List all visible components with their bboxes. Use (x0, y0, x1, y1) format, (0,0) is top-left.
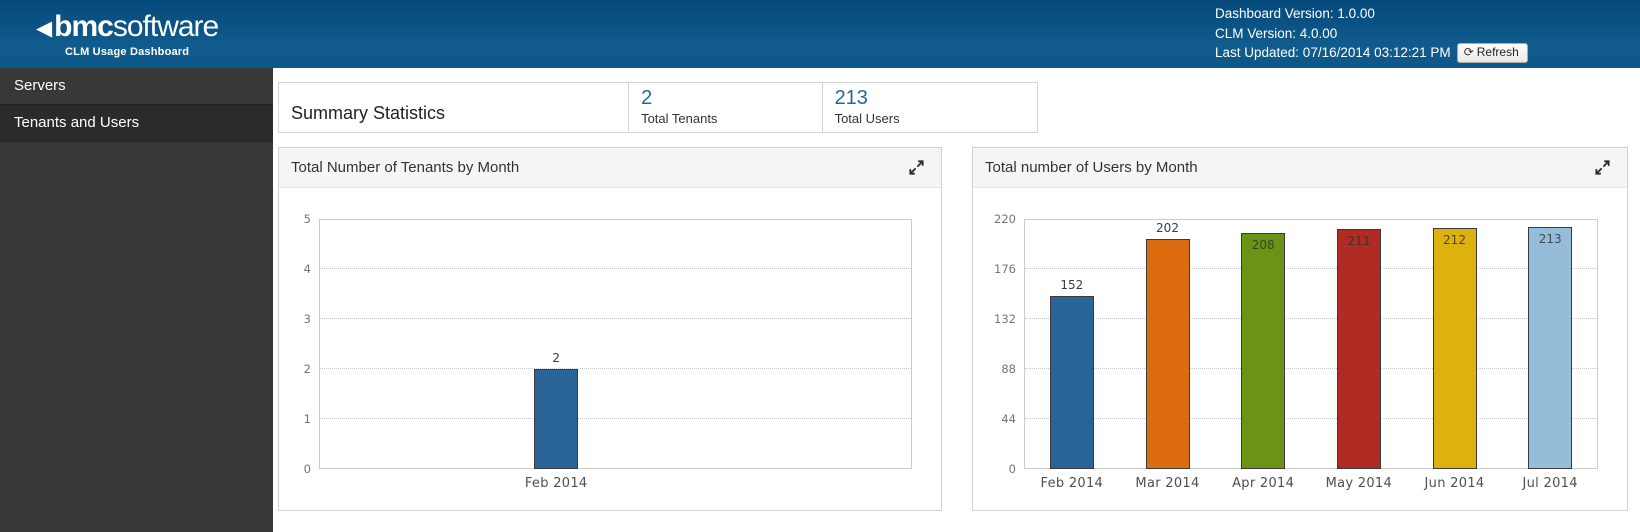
chart-bar[interactable] (1049, 296, 1094, 469)
y-axis-tick-label: 0 (1008, 462, 1016, 476)
last-updated-row: Last Updated: 07/16/2014 03:12:21 PM ⟳ Ref… (1215, 43, 1528, 63)
refresh-button[interactable]: ⟳ Refresh (1456, 43, 1528, 63)
total-tenants-stat: 2 Total Tenants (628, 83, 822, 132)
bar-value-label: 152 (1060, 278, 1084, 293)
total-tenants-label: Total Tenants (641, 111, 718, 126)
bar-value-label: 213 (1538, 231, 1562, 246)
users-chart-plot: 0 44 88 132 176 220 152 Feb 2014 202 Mar 2014 208 A… (973, 148, 1627, 510)
y-axis-tick-label: 132 (994, 312, 1016, 326)
tenants-chart-title: Total Number of Tenants by Month (291, 159, 520, 176)
total-tenants-value: 2 (641, 87, 653, 109)
x-axis-tick-label: Jul 2014 (1522, 476, 1578, 491)
bar-value-label: 211 (1347, 234, 1371, 249)
x-axis-tick-label: May 2014 (1325, 476, 1393, 491)
bar-value-label: 202 (1156, 221, 1179, 236)
users-by-month-chart-panel: 0 44 88 132 176 220 152 Feb 2014 202 Mar 2014 208 A… (972, 147, 1628, 511)
clm-version-text: CLM Version: 4.0.00 (1215, 25, 1338, 41)
tenants-chart-plot: 0 1 2 3 4 5 2 Feb 2014 (279, 148, 941, 510)
bmc-chevron-icon: ◀ (36, 16, 53, 40)
bar-value-label: 208 (1251, 237, 1275, 252)
gridline (320, 268, 911, 269)
gridline (1025, 318, 1597, 319)
y-axis-tick-label: 44 (1001, 412, 1016, 426)
chart-bar[interactable] (1241, 232, 1286, 469)
sidebar-item-tenants-and-users[interactable]: Tenants and Users (0, 105, 273, 142)
gridline (1025, 418, 1597, 419)
app-subtitle: CLM Usage Dashboard (65, 46, 190, 58)
top-header-bar: ◀ bmc software CLM Usage Dashboard Dashb… (0, 0, 1640, 68)
tenants-chart-header: Total Number of Tenants by Month (279, 148, 941, 188)
y-axis-tick-label: 2 (303, 362, 311, 376)
chart-bar[interactable] (534, 369, 579, 469)
gridline (320, 318, 911, 319)
dashboard-version-text: Dashboard Version: 1.0.00 (1215, 6, 1375, 21)
total-users-stat: 213 Total Users (821, 83, 1037, 132)
y-axis-tick-label: 220 (994, 212, 1016, 226)
plot-area-frame (1024, 219, 1598, 469)
refresh-button-label: Refresh (1476, 45, 1519, 59)
sidebar-item-servers[interactable]: Servers (0, 68, 273, 105)
x-axis-tick-label: Feb 2014 (1040, 476, 1104, 491)
last-updated-text: Last Updated: 07/16/2014 03:12:21 PM (1215, 45, 1451, 60)
y-axis-tick-label: 4 (303, 262, 311, 276)
chart-bar[interactable] (1528, 226, 1573, 469)
y-axis-tick-label: 1 (303, 412, 311, 426)
summary-statistics-panel: Summary Statistics 2 Total Tenants 213 T… (278, 82, 1038, 133)
y-axis-tick-label: 3 (303, 312, 311, 326)
chart-bar[interactable] (1432, 228, 1477, 469)
x-axis-tick-label: Mar 2014 (1135, 476, 1200, 491)
sidebar-nav: Servers Tenants and Users (0, 68, 273, 532)
expand-icon[interactable] (1594, 159, 1611, 176)
plot-area-frame (319, 219, 912, 469)
summary-title: Summary Statistics (291, 103, 446, 123)
y-axis-tick-label: 5 (303, 212, 311, 226)
x-axis-tick-label: Apr 2014 (1232, 476, 1295, 491)
bar-value-label: 212 (1443, 233, 1466, 248)
logo-text-bmc: bmc (54, 10, 114, 43)
bmc-logo: ◀ bmc software CLM Usage Dashboard (36, 10, 219, 58)
chart-bar[interactable] (1336, 229, 1381, 469)
gridline (1025, 268, 1597, 269)
y-axis-tick-label: 176 (994, 262, 1016, 276)
users-chart-title: Total number of Users by Month (985, 159, 1198, 176)
x-axis-tick-label: Jun 2014 (1424, 476, 1485, 491)
version-info-block: Dashboard Version: 1.0.00 CLM Version: 4… (1215, 4, 1528, 63)
gridline (320, 418, 911, 419)
x-axis-tick-label: Feb 2014 (524, 476, 588, 491)
chart-bar[interactable] (1145, 239, 1190, 469)
refresh-icon: ⟳ (1463, 45, 1474, 59)
users-chart-header: Total number of Users by Month (973, 148, 1627, 188)
y-axis-tick-label: 0 (303, 462, 311, 476)
tenants-by-month-chart-panel: 0 1 2 3 4 5 2 Feb 2014 Total Number of Tenants … (278, 147, 942, 511)
gridline (1025, 368, 1597, 369)
bar-value-label: 2 (552, 351, 560, 365)
gridline (320, 368, 911, 369)
total-users-value: 213 (834, 87, 868, 109)
logo-text-software: software (112, 10, 219, 43)
expand-icon[interactable] (908, 159, 925, 176)
y-axis-tick-label: 88 (1001, 362, 1016, 376)
total-users-label: Total Users (834, 111, 900, 126)
